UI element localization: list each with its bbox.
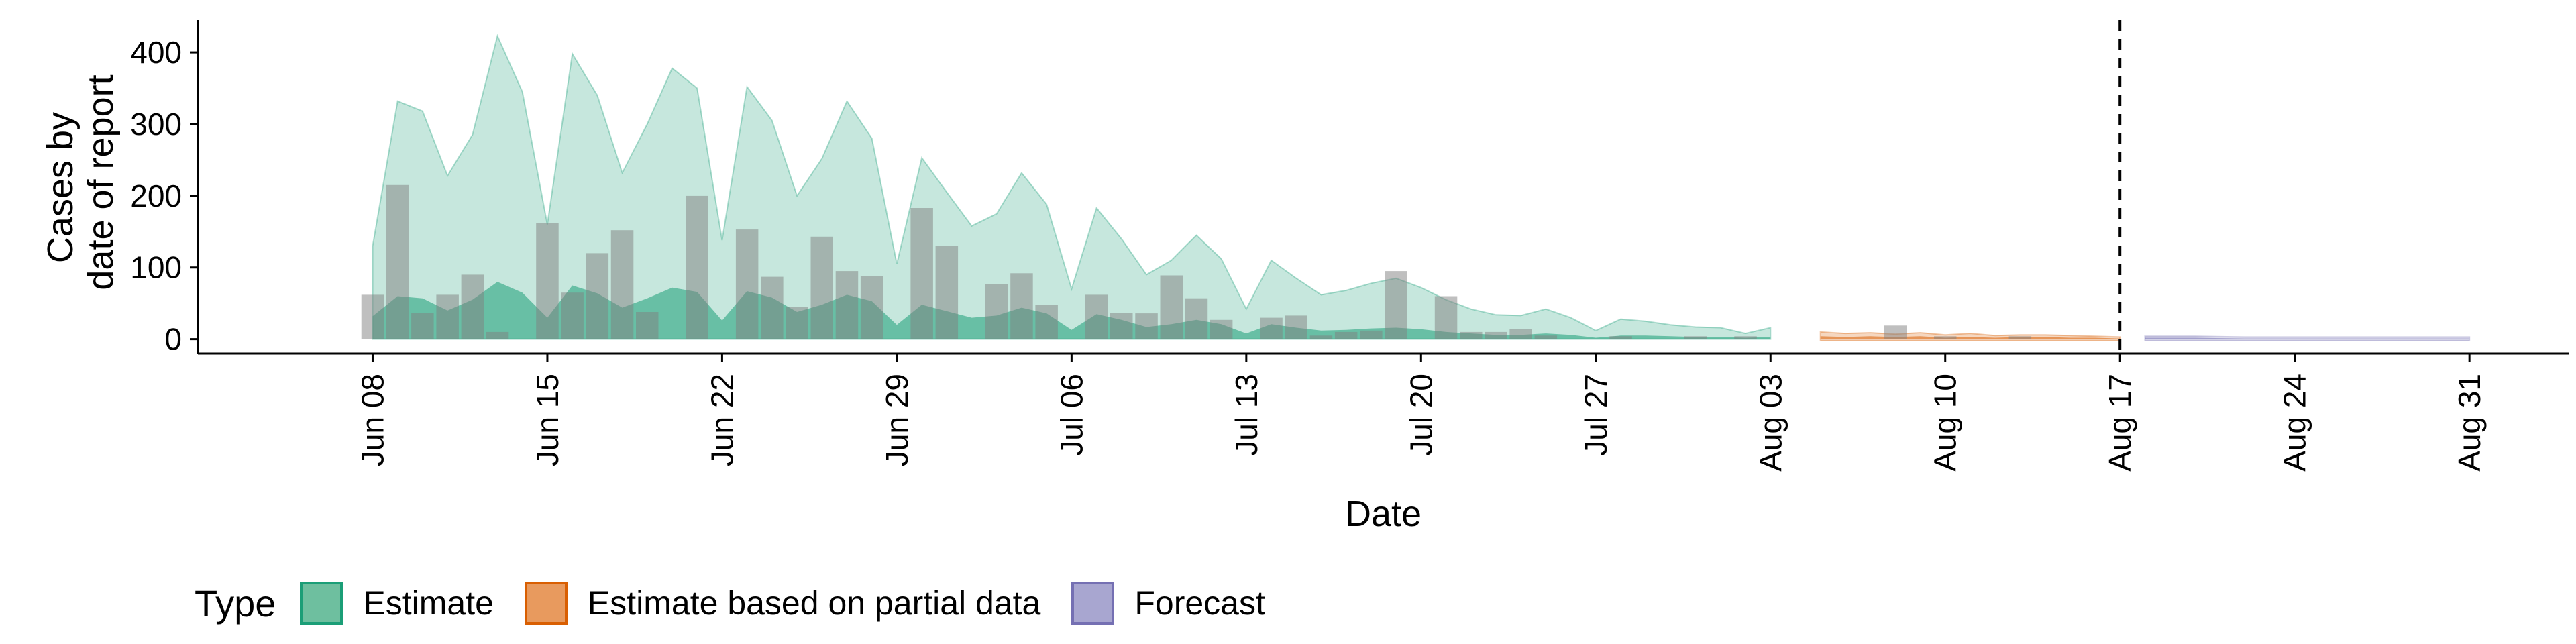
observed-case-bar	[586, 253, 609, 339]
observed-case-bar	[1110, 313, 1133, 339]
observed-case-bar	[1684, 336, 1707, 339]
observed-bars-layer	[361, 184, 2032, 339]
estimate-inner-band	[372, 282, 1771, 339]
observed-case-bar	[1385, 271, 1407, 339]
observed-case-bar	[1734, 336, 1757, 339]
legend-item-forecast: Forecast	[1071, 582, 1265, 625]
observed-case-bar	[1609, 336, 1632, 339]
x-tick-label: Jul 20	[1403, 374, 1438, 456]
observed-case-bar	[561, 292, 584, 339]
x-tick-label: Jul 27	[1578, 374, 1613, 456]
observed-case-bar	[686, 195, 708, 339]
y-tick-label: 400	[130, 35, 182, 70]
observed-case-bar	[935, 246, 959, 339]
observed-case-bar	[1160, 275, 1183, 339]
partial-outer-band	[1819, 331, 2121, 341]
observed-case-bar	[1509, 329, 1532, 339]
observed-case-bar	[985, 284, 1008, 339]
legend-key-partial	[524, 582, 568, 625]
observed-case-bar	[436, 294, 459, 339]
x-tick-label: Jun 29	[879, 374, 914, 466]
y-axis-ticks: 0 100 200 300 400	[130, 35, 198, 357]
observed-case-bar	[1334, 331, 1358, 339]
y-tick-label: 0	[164, 322, 182, 357]
x-tick-label: Aug 17	[2102, 374, 2137, 472]
observed-case-bar	[1035, 305, 1058, 339]
x-tick-label: Jun 22	[704, 374, 739, 466]
x-axis-ticks: Jun 08 Jun 15 Jun 22 Jun 29 Jul 06 Jul 13 Jul …	[356, 354, 2487, 472]
observed-case-bar	[1260, 317, 1283, 339]
x-tick-label: Aug 03	[1753, 374, 1788, 472]
legend-label-estimate: Estimate	[363, 584, 494, 622]
observed-case-bar	[786, 307, 808, 339]
x-tick-label: Jun 08	[356, 374, 390, 466]
observed-case-bar	[1085, 294, 1108, 339]
observed-case-bar	[910, 208, 933, 339]
observed-case-bar	[461, 274, 484, 339]
observed-case-bar	[1135, 313, 1158, 339]
observed-case-bar	[1285, 315, 1307, 339]
observed-case-bar	[610, 230, 634, 339]
observed-case-bar	[835, 271, 859, 339]
x-tick-label: Aug 24	[2277, 374, 2312, 472]
observed-case-bar	[1210, 319, 1233, 339]
axis-lines	[197, 20, 2569, 355]
observed-case-bar	[486, 331, 509, 339]
observed-case-bar	[361, 294, 384, 339]
forecast-outer-band	[2144, 335, 2471, 341]
observed-case-bar	[1934, 336, 1957, 339]
y-tick-label: 200	[130, 178, 182, 213]
observed-case-bar	[386, 184, 409, 339]
forecast-inner-band	[2145, 337, 2470, 339]
observed-case-bar	[810, 236, 833, 339]
observed-case-bar	[1360, 330, 1383, 339]
legend-title: Type	[195, 582, 276, 625]
legend-label-partial: Estimate based on partial data	[587, 584, 1041, 622]
x-tick-label: Jul 06	[1054, 374, 1089, 456]
legend-item-estimate: Estimate	[300, 582, 494, 625]
observed-case-bar	[1534, 335, 1558, 339]
observed-case-bar	[860, 276, 883, 339]
legend: Type Estimate Estimate based on partial …	[195, 576, 1296, 631]
x-tick-label: Aug 31	[2452, 374, 2487, 472]
observed-case-bar	[2008, 336, 2032, 339]
x-tick-label: Jun 15	[530, 374, 565, 466]
y-tick-label: 300	[130, 107, 182, 142]
y-axis-title-line-1: Cases by	[40, 112, 80, 263]
observed-case-bar	[411, 313, 434, 339]
observed-case-bar	[636, 312, 659, 339]
y-axis-title-line-2: date of report	[80, 74, 121, 290]
y-axis-title: Cases by date of report	[40, 74, 121, 290]
observed-case-bar	[1460, 331, 1483, 339]
observed-case-bar	[735, 229, 759, 339]
observed-case-bar	[1485, 331, 1507, 339]
legend-key-estimate	[300, 582, 343, 625]
legend-label-forecast: Forecast	[1134, 584, 1265, 622]
observed-case-bar	[1185, 298, 1208, 339]
x-axis-title: Date	[1345, 494, 1421, 534]
observed-case-bar	[1884, 325, 1907, 339]
observed-case-bar	[1434, 296, 1458, 339]
x-tick-label: Jul 13	[1229, 374, 1264, 456]
observed-case-bar	[1309, 335, 1333, 339]
legend-item-partial: Estimate based on partial data	[524, 582, 1041, 625]
x-tick-label: Aug 10	[1928, 374, 1963, 472]
legend-key-forecast	[1071, 582, 1115, 625]
observed-case-bar	[536, 223, 559, 339]
observed-case-bar	[1010, 273, 1033, 339]
observed-case-bar	[761, 276, 784, 339]
y-tick-label: 100	[130, 250, 182, 285]
